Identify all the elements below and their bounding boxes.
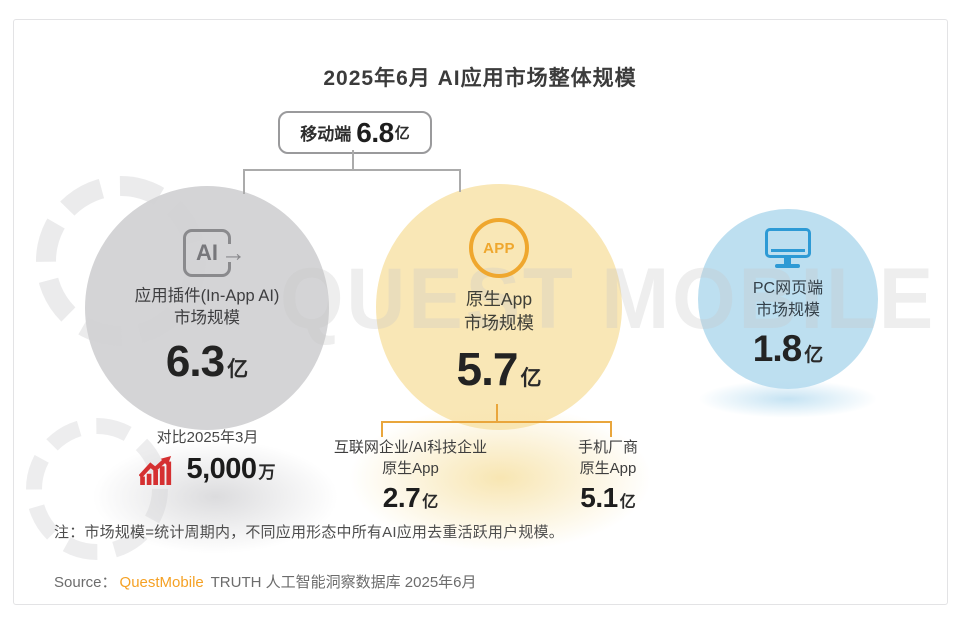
comparison-unit: 万 (258, 463, 276, 482)
mobile-total-label: 移动端 (300, 125, 352, 144)
mobile-total-node: 移动端 6.8 亿 (278, 111, 432, 154)
connector-native-horizontal (381, 421, 612, 423)
page-title: 2025年6月 AI应用市场整体规模 (323, 67, 637, 90)
monitor-base (775, 264, 800, 269)
breakdown-internet-number: 2.7 (382, 482, 421, 514)
breakdown-internet-companies: 互联网企业/AI科技企业 原生App 2.7 亿 (308, 438, 513, 514)
app-circle-icon: APP (469, 218, 529, 279)
source-line: Source： QuestMobile TRUTH 人工智能洞察数据库 2025年… (54, 571, 477, 592)
pc-label-line2: 市场规模 (755, 301, 820, 319)
footnote: 注：市场规模=统计周期内，不同应用形态中所有AI应用去重活跃用户规模。 (54, 524, 564, 541)
monitor-stand (784, 258, 791, 265)
pc-value: 1.8 亿 (753, 328, 823, 370)
comparison-value-wrap: 5,000 万 (186, 453, 275, 486)
connector-root-horizontal (243, 169, 461, 171)
native-value-unit: 亿 (520, 366, 542, 390)
mobile-total-value: 6.8 (356, 116, 394, 148)
breakdown-internet-line1: 互联网企业/AI科技企业 (333, 439, 488, 456)
native-label-line1: 原生App (465, 289, 533, 310)
inapp-circle-background (85, 186, 329, 430)
inapp-circle: AI → 应用插件(In-App AI) 市场规模 6.3 亿 (85, 186, 329, 430)
inapp-label-line2: 市场规模 (174, 309, 240, 327)
breakdown-oem-unit: 亿 (619, 494, 636, 512)
native-value-number: 5.7 (456, 342, 519, 395)
breakdown-oem-line1: 手机厂商 (577, 439, 638, 456)
in-app-ai-icon: AI → (183, 229, 246, 278)
connector-native-right-stub (610, 421, 612, 437)
comparison-block: 对比2025年3月 5,000 万 (100, 426, 315, 486)
inapp-label-line1: 应用插件(In-App AI) (134, 287, 280, 306)
pc-web-circle: PC网页端 市场规模 1.8 亿 (698, 209, 878, 389)
pc-value-unit: 亿 (804, 344, 824, 366)
breakdown-oem-number: 5.1 (580, 482, 618, 514)
comparison-row: 5,000 万 (100, 453, 315, 486)
breakdown-internet-line2: 原生App (382, 459, 439, 477)
monitor-screen (765, 228, 811, 259)
connector-root-vertical (352, 150, 354, 170)
growth-chart-icon (139, 455, 172, 485)
inapp-value: 6.3 亿 (166, 337, 248, 387)
breakdown-oem-line2: 原生App (579, 459, 637, 477)
native-app-circle: APP 原生App 市场规模 5.7 亿 (376, 184, 622, 430)
monitor-icon (763, 228, 813, 270)
pc-web-circle-background (698, 209, 878, 389)
native-value: 5.7 亿 (457, 342, 542, 396)
monitor-screen-line (771, 249, 805, 253)
connector-root-left-stub (243, 169, 245, 194)
arrow-right-icon: → (221, 239, 246, 268)
breakdown-internet-value: 2.7 亿 (308, 482, 513, 514)
connector-root-right-stub (459, 169, 461, 192)
source-rest: TRUTH 人工智能洞察数据库 2025年6月 (206, 574, 477, 591)
card-border (13, 19, 948, 605)
inapp-value-unit: 亿 (227, 357, 249, 381)
native-label-line2: 市场规模 (464, 312, 534, 333)
comparison-label: 对比2025年3月 (156, 429, 259, 446)
pc-label-line1: PC网页端 (752, 280, 824, 298)
source-label: Source： (54, 574, 117, 591)
pc-value-number: 1.8 (752, 327, 802, 369)
inapp-value-number: 6.3 (165, 336, 225, 386)
source-brand: QuestMobile (119, 574, 204, 591)
breakdown-phone-oem: 手机厂商 原生App 5.1 亿 (518, 438, 698, 514)
comparison-value: 5,000 (186, 453, 257, 485)
breakdown-oem-value: 5.1 亿 (518, 482, 698, 514)
breakdown-internet-unit: 亿 (422, 494, 439, 512)
mobile-total-unit: 亿 (394, 125, 410, 142)
connector-native-left-stub (381, 421, 383, 437)
